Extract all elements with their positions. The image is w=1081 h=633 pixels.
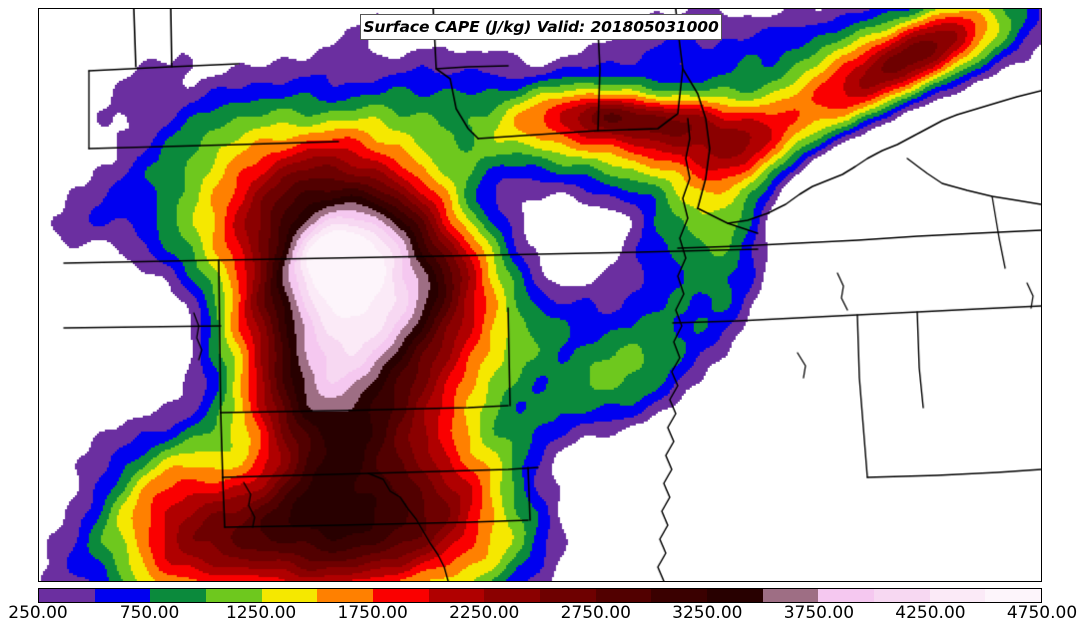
colorbar-segment (94, 589, 151, 602)
colorbar-tick-label: 750.00 (119, 603, 180, 623)
colorbar-segment (985, 589, 1042, 602)
colorbar-tick-label: 3750.00 (783, 603, 855, 623)
colorbar-segment (261, 589, 318, 602)
colorbar-segment (484, 589, 541, 602)
colorbar-tick-labels: 250.00 750.00 1250.00 1750.00 2250.00 2750.00… (0, 603, 1081, 631)
colorbar-segment (762, 589, 819, 602)
colorbar-segment (39, 589, 95, 602)
colorbar-tick-label: 3250.00 (672, 603, 743, 623)
colorbar-segment (150, 589, 207, 602)
colorbar-segment (206, 589, 262, 602)
colorbar-tick-label: 2750.00 (560, 603, 631, 623)
colorbar-segment (595, 589, 652, 602)
colorbar-segment (540, 589, 596, 602)
colorbar-tick-label: 250.00 (8, 603, 68, 623)
colorbar-segment (818, 589, 875, 602)
page-title: Surface CAPE (J/kg) Valid: 201805031000 (363, 18, 719, 36)
colorbar-segment (874, 589, 930, 602)
colorbar-tick-label: 4250.00 (895, 603, 966, 623)
colorbar (38, 588, 1042, 603)
colorbar-tick-label: 2250.00 (449, 603, 520, 623)
colorbar-segment (428, 589, 485, 602)
map-plot-area (38, 8, 1042, 582)
colorbar-tick-label: 1750.00 (337, 603, 408, 623)
map-title-box: Surface CAPE (J/kg) Valid: 201805031000 (360, 14, 722, 40)
colorbar-segment (651, 589, 708, 602)
colorbar-tick-label: 1250.00 (225, 603, 297, 623)
colorbar-segment (929, 589, 986, 602)
colorbar-tick-label: 4750.00 (1006, 603, 1078, 623)
colorbar-segment (707, 589, 763, 602)
colorbar-segment (373, 589, 429, 602)
cape-contour-field (39, 9, 1041, 581)
colorbar-segment (317, 589, 374, 602)
